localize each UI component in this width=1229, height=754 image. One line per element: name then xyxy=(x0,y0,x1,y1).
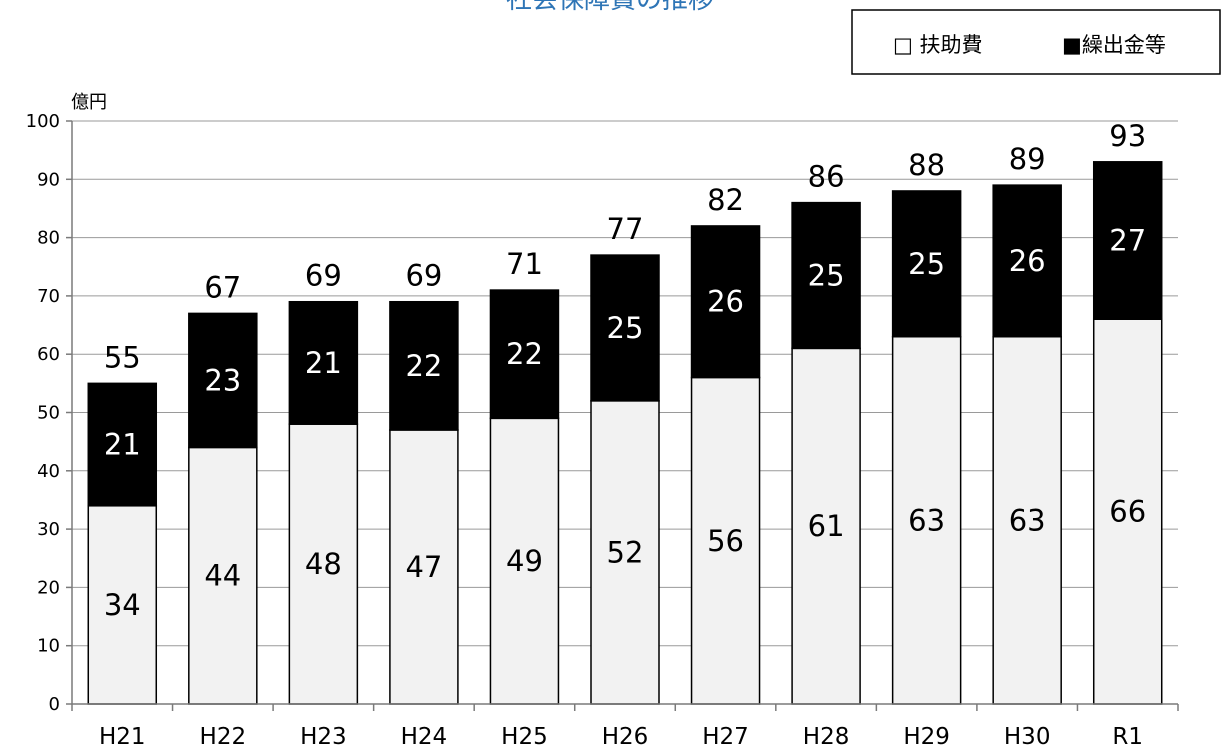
data-label-scholarship-H21: 34 xyxy=(104,588,141,622)
bar-transfers-H26 xyxy=(590,254,660,402)
y-tick-label-100: 100 xyxy=(26,111,60,132)
data-label-transfers-H26: 25 xyxy=(607,311,644,345)
data-label-scholarship-H27: 56 xyxy=(707,524,744,558)
data-label-transfers-H21: 21 xyxy=(104,428,141,462)
data-label-transfers-H27: 26 xyxy=(707,285,744,319)
legend-item-scholarship: □ 扶助費 xyxy=(893,33,983,57)
x-tick-label-H30: H30 xyxy=(1004,724,1051,750)
x-tick-label-H21: H21 xyxy=(99,724,146,750)
total-label-H25: 71 xyxy=(506,247,543,281)
total-label-H21: 55 xyxy=(104,340,141,374)
x-tick-label-R1: R1 xyxy=(1112,724,1143,750)
total-label-H26: 77 xyxy=(607,212,644,246)
y-tick-label-30: 30 xyxy=(37,519,60,540)
data-label-scholarship-H30: 63 xyxy=(1009,503,1046,537)
data-label-transfers-R1: 27 xyxy=(1109,224,1146,258)
x-tick-label-H29: H29 xyxy=(903,724,950,750)
x-tick-label-H25: H25 xyxy=(501,724,548,750)
bar-scholarship-H24 xyxy=(389,429,459,705)
legend: □ 扶助費 ■繰出金等 xyxy=(851,9,1221,75)
data-label-scholarship-H23: 48 xyxy=(305,547,342,581)
legend-box xyxy=(851,9,1221,75)
y-axis-unit-label: 億円 xyxy=(71,92,107,113)
y-tick-label-0: 0 xyxy=(49,694,60,715)
y-tick-label-60: 60 xyxy=(37,344,60,365)
bar-transfers-H24 xyxy=(389,300,459,431)
data-label-transfers-H24: 22 xyxy=(405,349,442,383)
total-label-H30: 89 xyxy=(1009,142,1046,176)
data-label-scholarship-H24: 47 xyxy=(405,550,442,584)
y-tick-label-80: 80 xyxy=(37,228,60,249)
y-tick-label-90: 90 xyxy=(37,169,60,190)
bar-scholarship-H30 xyxy=(992,335,1062,705)
y-tick-label-40: 40 xyxy=(37,461,60,482)
data-label-transfers-H29: 25 xyxy=(908,247,945,281)
bar-scholarship-H26 xyxy=(590,400,660,705)
data-label-scholarship-H25: 49 xyxy=(506,544,543,578)
axis-layer: 0 10 20 30 40 50 60 70 80 90 100 xyxy=(26,111,1179,715)
data-label-transfers-H23: 21 xyxy=(305,346,342,380)
bar-scholarship-H28 xyxy=(791,347,861,705)
bar-scholarship-H21 xyxy=(87,505,158,705)
x-tick-label-H27: H27 xyxy=(702,724,749,750)
total-label-H23: 69 xyxy=(305,259,342,293)
data-label-scholarship-H29: 63 xyxy=(908,503,945,537)
data-label-scholarship-H28: 61 xyxy=(808,509,845,543)
title-layer: 社会保障費の推移 xyxy=(506,0,714,15)
bar-transfers-H22 xyxy=(188,312,258,449)
y-tick-label-20: 20 xyxy=(37,577,60,598)
total-label-H24: 69 xyxy=(405,259,442,293)
data-label-transfers-H25: 22 xyxy=(506,337,543,371)
y-tick-label-70: 70 xyxy=(37,286,60,307)
x-tick-label-H28: H28 xyxy=(803,724,850,750)
total-label-H28: 86 xyxy=(808,160,845,194)
bar-transfers-H23 xyxy=(288,300,359,425)
bar-transfers-H30 xyxy=(992,184,1062,338)
legend-item-transfers: ■繰出金等 xyxy=(1062,33,1166,57)
bars-layer xyxy=(87,161,1163,705)
total-label-R1: 93 xyxy=(1109,119,1146,153)
bar-transfers-H27 xyxy=(690,225,761,379)
y-tick-label-10: 10 xyxy=(37,636,60,657)
bar-scholarship-H25 xyxy=(489,417,560,705)
data-label-transfers-H22: 23 xyxy=(204,363,241,397)
bar-transfers-H25 xyxy=(489,289,560,420)
bar-transfers-H21 xyxy=(87,382,158,507)
total-label-H22: 67 xyxy=(204,270,241,304)
bar-transfers-H29 xyxy=(891,190,962,338)
x-tick-label-H22: H22 xyxy=(200,724,247,750)
x-tick-label-H26: H26 xyxy=(602,724,649,750)
data-label-scholarship-H22: 44 xyxy=(204,559,241,593)
bar-transfers-H28 xyxy=(791,201,861,350)
data-label-transfers-H30: 26 xyxy=(1009,244,1046,278)
data-label-scholarship-R1: 66 xyxy=(1109,495,1146,529)
bar-transfers-R1 xyxy=(1092,161,1163,320)
bar-scholarship-H23 xyxy=(288,423,359,705)
labels-layer: 34 21 55 H21 44 23 67 H22 48 21 69 H23 47 22 69 H24 49 22… xyxy=(99,119,1146,750)
x-tick-label-H24: H24 xyxy=(401,724,448,750)
data-label-scholarship-H26: 52 xyxy=(607,535,644,569)
total-label-H27: 82 xyxy=(707,183,744,217)
x-tick-label-H23: H23 xyxy=(300,724,347,750)
chart-title: 社会保障費の推移 xyxy=(506,0,714,15)
y-tick-label-50: 50 xyxy=(37,403,60,424)
total-label-H29: 88 xyxy=(908,148,945,182)
data-label-transfers-H28: 25 xyxy=(808,258,845,292)
bar-scholarship-H22 xyxy=(188,446,258,705)
bar-scholarship-R1 xyxy=(1092,318,1163,705)
